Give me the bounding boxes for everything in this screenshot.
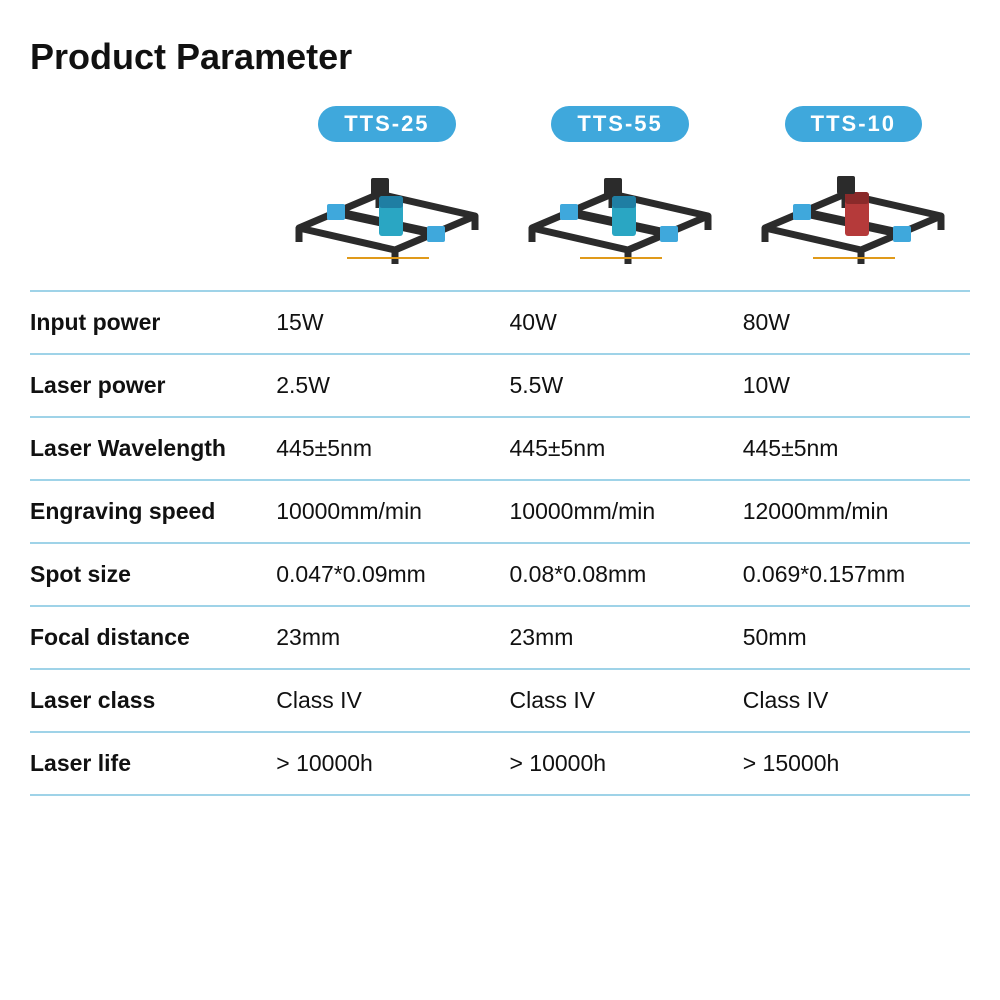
column-header: TTS-10 bbox=[737, 106, 970, 291]
product-image-icon bbox=[753, 152, 953, 282]
cell-value: 445±5nm bbox=[503, 417, 736, 480]
row-label: Focal distance bbox=[30, 606, 270, 669]
cell-value: > 10000h bbox=[503, 732, 736, 795]
cell-value: 5.5W bbox=[503, 354, 736, 417]
row-label: Engraving speed bbox=[30, 480, 270, 543]
row-label: Input power bbox=[30, 291, 270, 354]
model-badge: TTS-25 bbox=[318, 106, 455, 142]
row-label: Laser Wavelength bbox=[30, 417, 270, 480]
page-title: Product Parameter bbox=[30, 36, 970, 78]
table-row: Laser power 2.5W 5.5W 10W bbox=[30, 354, 970, 417]
cell-value: 0.08*0.08mm bbox=[503, 543, 736, 606]
table-row: Spot size 0.047*0.09mm 0.08*0.08mm 0.069… bbox=[30, 543, 970, 606]
cell-value: 50mm bbox=[737, 606, 970, 669]
cell-value: > 15000h bbox=[737, 732, 970, 795]
cell-value: 15W bbox=[270, 291, 503, 354]
cell-value: 40W bbox=[503, 291, 736, 354]
cell-value: 80W bbox=[737, 291, 970, 354]
table-row: Input power 15W 40W 80W bbox=[30, 291, 970, 354]
row-label: Laser class bbox=[30, 669, 270, 732]
row-label: Laser power bbox=[30, 354, 270, 417]
table-row: Engraving speed 10000mm/min 10000mm/min … bbox=[30, 480, 970, 543]
column-header: TTS-55 bbox=[503, 106, 736, 291]
row-label: Laser life bbox=[30, 732, 270, 795]
cell-value: 2.5W bbox=[270, 354, 503, 417]
table-row: Laser class Class IV Class IV Class IV bbox=[30, 669, 970, 732]
product-image-icon bbox=[520, 152, 720, 282]
cell-value: 445±5nm bbox=[737, 417, 970, 480]
cell-value: 23mm bbox=[270, 606, 503, 669]
cell-value: 0.069*0.157mm bbox=[737, 543, 970, 606]
cell-value: 10000mm/min bbox=[270, 480, 503, 543]
cell-value: 10000mm/min bbox=[503, 480, 736, 543]
cell-value: 23mm bbox=[503, 606, 736, 669]
column-header: TTS-25 bbox=[270, 106, 503, 291]
model-badge: TTS-10 bbox=[785, 106, 922, 142]
cell-value: 445±5nm bbox=[270, 417, 503, 480]
cell-value: 12000mm/min bbox=[737, 480, 970, 543]
cell-value: Class IV bbox=[270, 669, 503, 732]
row-label: Spot size bbox=[30, 543, 270, 606]
table-row: Focal distance 23mm 23mm 50mm bbox=[30, 606, 970, 669]
product-image-icon bbox=[287, 152, 487, 282]
cell-value: Class IV bbox=[737, 669, 970, 732]
table-header-row: TTS-25 bbox=[30, 106, 970, 291]
cell-value: 10W bbox=[737, 354, 970, 417]
cell-value: Class IV bbox=[503, 669, 736, 732]
table-row: Laser life > 10000h > 10000h > 15000h bbox=[30, 732, 970, 795]
cell-value: > 10000h bbox=[270, 732, 503, 795]
table-row: Laser Wavelength 445±5nm 445±5nm 445±5nm bbox=[30, 417, 970, 480]
cell-value: 0.047*0.09mm bbox=[270, 543, 503, 606]
model-badge: TTS-55 bbox=[551, 106, 688, 142]
parameter-table: TTS-25 bbox=[30, 106, 970, 796]
